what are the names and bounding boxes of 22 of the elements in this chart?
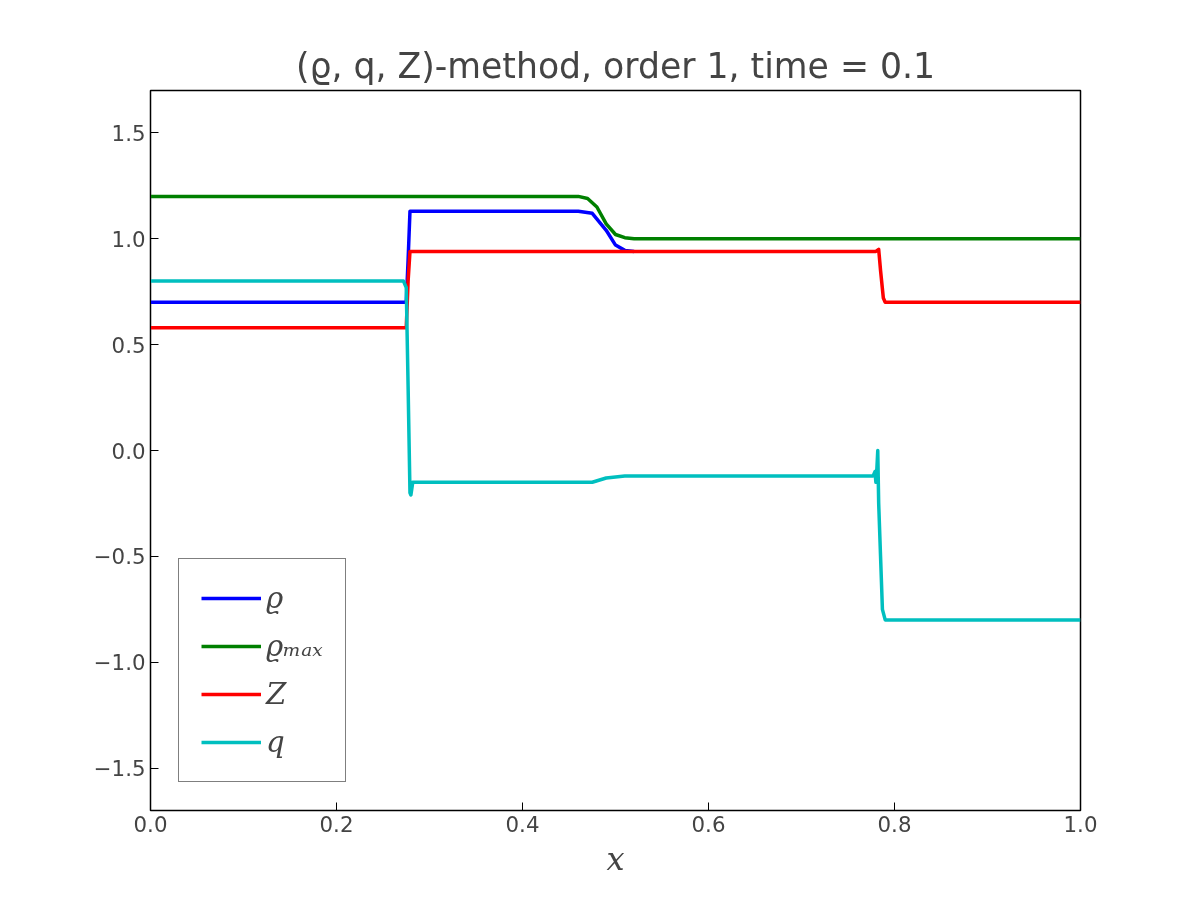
x-axis-title: x — [606, 839, 625, 878]
x-tick-label: 0.0 — [133, 811, 168, 837]
y-tick-label: −1.5 — [93, 756, 146, 782]
line-series — [150, 194, 1081, 241]
x-tick-label: 0.2 — [319, 811, 354, 837]
x-tick-label: 0.8 — [877, 811, 912, 837]
line-series — [150, 247, 1081, 330]
line-series — [150, 279, 1081, 622]
y-tick-label: −0.5 — [93, 544, 146, 570]
legend-label: ϱₘₐₓ — [266, 629, 323, 663]
y-tick-label: 0.5 — [111, 332, 146, 358]
x-tick-label: 1.0 — [1063, 811, 1098, 837]
legend-label: Z — [266, 677, 287, 711]
y-tick-label: −1.0 — [93, 650, 146, 676]
chart-title: (ϱ, q, Z)-method, order 1, time = 0.1 — [295, 45, 936, 86]
legend-label: ϱ — [266, 581, 285, 615]
y-tick-label: 1.0 — [111, 226, 146, 252]
x-tick-label: 0.4 — [505, 811, 540, 837]
legend-label: q — [266, 725, 286, 759]
y-tick-label: 0.0 — [111, 438, 146, 464]
x-tick-label: 0.6 — [691, 811, 726, 837]
y-tick-label: 1.5 — [111, 120, 146, 146]
